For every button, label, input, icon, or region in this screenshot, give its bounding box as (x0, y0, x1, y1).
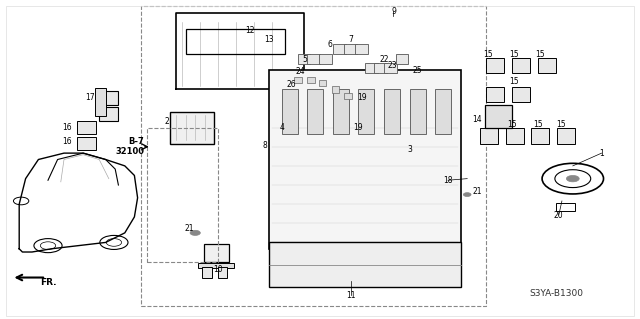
Bar (512, 87, 530, 102)
Bar (269, 242, 461, 287)
Bar (141, 6, 486, 306)
Text: 17: 17 (84, 93, 95, 102)
Bar (410, 89, 426, 134)
Bar (344, 93, 352, 99)
Bar (319, 80, 326, 86)
Bar (147, 128, 218, 262)
Bar (294, 77, 302, 83)
Text: 24: 24 (296, 67, 306, 76)
Bar (486, 87, 504, 102)
Bar (204, 244, 229, 262)
Text: 12: 12 (245, 26, 254, 35)
Text: 15: 15 (507, 120, 517, 129)
Text: 26: 26 (286, 80, 296, 89)
Bar (506, 128, 524, 144)
Text: 16: 16 (62, 123, 72, 132)
Bar (556, 203, 575, 211)
Circle shape (566, 175, 579, 182)
Circle shape (463, 193, 471, 197)
Bar (95, 88, 106, 116)
Text: 19: 19 (353, 123, 364, 132)
Text: 8: 8 (262, 141, 268, 150)
Bar (557, 128, 575, 144)
Text: 15: 15 (509, 77, 519, 86)
Text: 21: 21 (472, 187, 481, 196)
Bar (332, 86, 339, 93)
Bar (99, 91, 118, 105)
Bar (531, 128, 549, 144)
Text: 19: 19 (357, 93, 367, 102)
Bar (480, 128, 498, 144)
Circle shape (190, 230, 200, 235)
Bar (512, 58, 530, 73)
Text: 15: 15 (534, 50, 545, 59)
Bar (396, 54, 408, 64)
Text: 2: 2 (164, 117, 169, 126)
Text: 11: 11 (346, 291, 355, 300)
Text: 10: 10 (212, 265, 223, 274)
Bar (384, 63, 397, 73)
Bar (355, 44, 368, 54)
Text: 23: 23 (387, 61, 397, 70)
Text: 15: 15 (483, 50, 493, 59)
Bar (307, 77, 315, 83)
Text: 15: 15 (509, 50, 519, 59)
Bar (486, 58, 504, 73)
Text: 13: 13 (264, 35, 274, 44)
Text: 4: 4 (279, 123, 284, 132)
Bar (170, 112, 214, 144)
Bar (99, 107, 118, 121)
Bar (198, 263, 234, 268)
Text: 15: 15 (556, 120, 566, 129)
Text: S3YA-B1300: S3YA-B1300 (530, 289, 584, 298)
Text: 1: 1 (599, 149, 604, 158)
Text: 15: 15 (532, 120, 543, 129)
Bar (365, 63, 378, 73)
Text: 5: 5 (302, 55, 307, 63)
Bar (333, 89, 349, 134)
Bar (435, 89, 451, 134)
Bar (307, 89, 323, 134)
Text: 20: 20 (554, 211, 564, 220)
Bar (358, 89, 374, 134)
Bar (269, 70, 461, 249)
Text: B-7
32100: B-7 32100 (115, 137, 144, 156)
Text: FR.: FR. (40, 278, 56, 287)
Text: 9: 9 (391, 7, 396, 16)
Text: 25: 25 (412, 66, 422, 75)
Text: 16: 16 (62, 137, 72, 146)
Bar (384, 89, 400, 134)
Bar (538, 58, 556, 73)
Text: 21: 21 (184, 224, 193, 233)
Bar (307, 54, 320, 64)
Text: 7: 7 (348, 35, 353, 44)
Text: 18: 18 (444, 176, 452, 185)
Bar (319, 54, 332, 64)
Bar (282, 89, 298, 134)
Bar (202, 267, 212, 278)
Bar (77, 137, 96, 150)
Text: 14: 14 (472, 115, 482, 124)
Bar (77, 121, 96, 134)
Bar (298, 54, 310, 64)
Bar (374, 63, 387, 73)
Text: 22: 22 (380, 55, 388, 63)
Text: 3: 3 (407, 145, 412, 154)
Bar (186, 29, 285, 54)
Bar (485, 105, 512, 128)
Text: 6: 6 (327, 40, 332, 49)
Bar (344, 44, 357, 54)
Bar (218, 267, 227, 278)
Bar (333, 44, 346, 54)
